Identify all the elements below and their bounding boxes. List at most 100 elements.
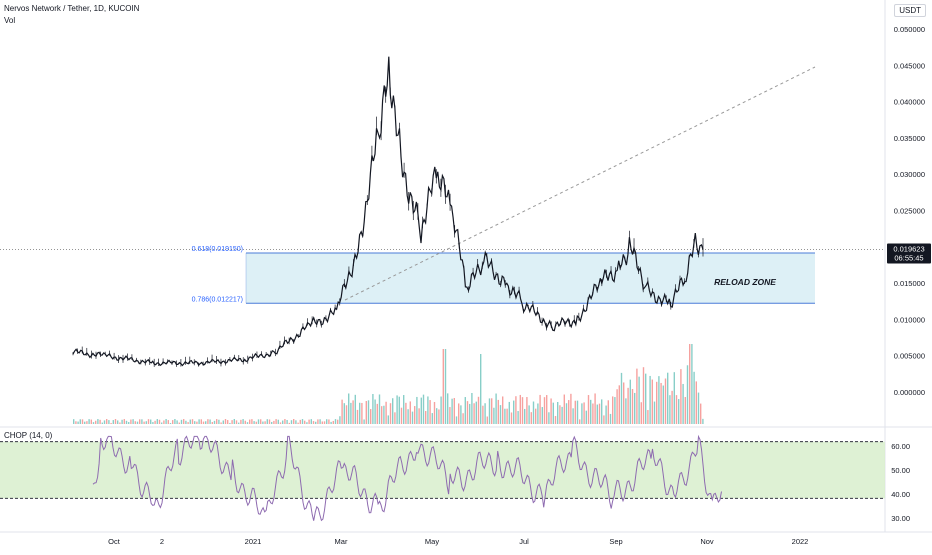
volume-bar xyxy=(365,401,367,424)
x-tick-label: Jul xyxy=(519,537,529,546)
volume-bar xyxy=(691,344,693,424)
volume-bar xyxy=(389,403,392,424)
volume-bar xyxy=(541,407,543,424)
volume-bar xyxy=(326,419,328,424)
volume-bar xyxy=(427,396,429,424)
volume-bar xyxy=(288,422,290,424)
volume-bar xyxy=(480,354,482,424)
volume-bar xyxy=(282,420,284,424)
volume-bar xyxy=(466,401,469,424)
volume-bar xyxy=(95,420,97,424)
volume-bar xyxy=(656,381,658,424)
volume-bar xyxy=(543,397,546,424)
volume-bar xyxy=(607,400,609,424)
volume-bar xyxy=(183,419,185,424)
volume-bar xyxy=(251,419,253,424)
volume-bar xyxy=(460,405,462,424)
currency-tag[interactable]: USDT xyxy=(894,4,926,17)
volume-bar xyxy=(367,400,370,424)
volume-bar xyxy=(297,422,299,424)
volume-bar xyxy=(312,421,315,424)
price-series xyxy=(72,56,704,367)
volume-bar xyxy=(180,419,183,424)
volume-bar xyxy=(119,422,121,424)
volume-bar xyxy=(233,419,235,424)
volume-bar xyxy=(510,412,513,424)
volume-bar xyxy=(211,422,213,424)
volume-bar xyxy=(484,403,486,424)
volume-bar xyxy=(141,419,143,424)
volume-bar xyxy=(572,408,574,424)
chop-series xyxy=(92,434,722,522)
volume-bar xyxy=(317,419,319,424)
volume-bar xyxy=(136,421,139,424)
volume-bar xyxy=(697,392,700,424)
volume-bar xyxy=(387,415,389,424)
volume-bar xyxy=(513,400,515,424)
volume-bar xyxy=(90,419,92,424)
volume-bar xyxy=(495,393,497,424)
volume-bar xyxy=(150,419,152,424)
volume-bar xyxy=(376,403,378,424)
volume-bar xyxy=(310,419,312,424)
volume-bar xyxy=(411,411,414,424)
volume-bar xyxy=(548,412,550,424)
volume-bar xyxy=(372,394,374,424)
volume-bar xyxy=(132,419,134,424)
volume-bar xyxy=(123,419,125,424)
reload-zone-label: RELOAD ZONE xyxy=(714,277,776,287)
volume-bar xyxy=(473,403,475,424)
volume-bar xyxy=(594,393,596,424)
volume-bar xyxy=(576,400,579,424)
volume-bar xyxy=(207,419,209,424)
volume-bar xyxy=(420,397,422,424)
volume-bar xyxy=(339,416,341,424)
volume-bar xyxy=(174,419,176,424)
price-badge-value: 0.019623 xyxy=(893,245,924,254)
volume-bar xyxy=(422,394,425,424)
volume-bar xyxy=(605,405,607,424)
volume-bar xyxy=(530,412,532,424)
volume-bar xyxy=(596,404,598,424)
volume-bar xyxy=(506,408,508,424)
chop-indicator-label[interactable]: CHOP (14, 0) xyxy=(4,431,53,440)
volume-bar xyxy=(218,419,220,424)
volume-bar xyxy=(504,408,506,424)
volume-bar xyxy=(130,419,132,424)
chop-tick-label: 50.00 xyxy=(891,466,910,475)
volume-bar xyxy=(348,393,350,424)
y-tick-label: 0.035000 xyxy=(894,134,925,143)
volume-bar xyxy=(266,419,268,424)
volume-bar xyxy=(77,421,79,424)
volume-bar xyxy=(200,419,202,424)
volume-bar xyxy=(323,421,326,424)
volume-bar xyxy=(508,401,510,424)
volume-bar xyxy=(286,420,288,424)
volume-bar xyxy=(378,394,381,424)
volume-bar xyxy=(279,422,282,424)
volume-bar xyxy=(121,419,123,424)
volume-bar xyxy=(306,422,308,424)
volume-bar xyxy=(537,403,539,424)
volume-bar xyxy=(563,394,565,424)
volume-bar xyxy=(176,420,178,424)
volume-bar xyxy=(145,421,147,424)
volume-bar xyxy=(392,398,394,424)
y-tick-label: 0.040000 xyxy=(894,98,925,107)
x-tick-label: 2022 xyxy=(792,537,809,546)
volume-bar xyxy=(499,405,502,424)
volume-bar xyxy=(97,419,99,424)
volume-bar xyxy=(638,376,640,424)
volume-bar xyxy=(524,408,526,424)
volume-bar xyxy=(253,421,255,424)
volume-bar xyxy=(152,422,154,424)
volume-bar xyxy=(92,422,95,424)
volume-bar xyxy=(568,400,570,424)
volume-bar xyxy=(299,419,301,424)
volume-bar xyxy=(554,416,557,424)
volume-bar xyxy=(216,419,218,424)
volume-bar xyxy=(308,419,310,424)
volume-bar xyxy=(570,393,572,424)
